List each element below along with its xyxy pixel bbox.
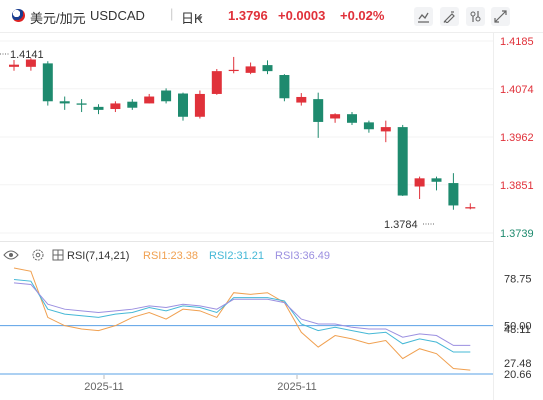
- rsi-line-rsi1: [13, 267, 471, 371]
- settings-icon[interactable]: [32, 249, 44, 261]
- rsi-tick-label: 50.00: [504, 321, 532, 333]
- usd-cad-flag-icon: [12, 9, 25, 22]
- candle-body: [144, 96, 155, 104]
- rsi-tick-label: 27.48: [504, 358, 532, 370]
- fullscreen-icon[interactable]: [491, 7, 510, 26]
- rsi-tick-label: 78.75: [504, 273, 532, 285]
- main-gridlines: [0, 40, 493, 234]
- candle-body: [448, 183, 459, 206]
- chart-header: 美元/加元 USDCAD | 日K ▼ 1.3796 +0.0003 +0.02…: [0, 0, 543, 33]
- candle-body: [194, 93, 205, 117]
- price-change: +0.0003: [278, 8, 326, 23]
- candle-body: [228, 69, 239, 72]
- date-tick-label: 2025-11: [84, 381, 124, 393]
- rsi-lines: [13, 267, 471, 371]
- rsi-line-rsi3: [13, 282, 471, 346]
- price-chart[interactable]: 1.4185 1.4074 1.3962 1.3851 1.3739 1.4141 1.…: [0, 32, 543, 400]
- indicator-menu-icon[interactable]: [52, 249, 64, 261]
- draw-icon[interactable]: [440, 7, 459, 26]
- candle-body: [127, 101, 138, 108]
- lowest-price-label: 1.3784: [384, 219, 418, 231]
- candle-body: [330, 114, 341, 119]
- candlesticks: [9, 56, 476, 210]
- indicator-icon[interactable]: [466, 7, 485, 26]
- candle-body: [431, 178, 442, 182]
- candle-body: [110, 103, 121, 110]
- price-axis: 1.4185 1.4074 1.3962 1.3851 1.3739: [500, 36, 534, 240]
- candle-body: [25, 59, 36, 67]
- candle-body: [414, 178, 425, 187]
- rsi3-legend: RSI3:36.49: [275, 250, 330, 262]
- chart-line-icon[interactable]: [414, 7, 433, 26]
- candle-body: [211, 71, 222, 94]
- price-tick-label: 1.3851: [500, 180, 534, 192]
- rsi-line-rsi2: [13, 279, 471, 353]
- rsi2-legend: RSI2:31.21: [209, 250, 264, 262]
- rsi-indicator-name: RSI(7,14,21): [67, 250, 129, 262]
- candle-body: [313, 99, 324, 122]
- last-price: 1.3796: [228, 8, 268, 23]
- highest-price-label: 1.4141: [10, 49, 44, 61]
- price-change-percent: +0.02%: [340, 8, 385, 23]
- rsi-gridlines: [0, 325, 493, 375]
- candle-body: [279, 75, 290, 99]
- candle-body: [465, 207, 476, 209]
- candle-body: [59, 101, 70, 104]
- candle-body: [42, 63, 53, 102]
- period-selector[interactable]: 日K: [181, 11, 203, 26]
- symbol-code: USDCAD: [90, 8, 145, 23]
- candle-body: [296, 96, 307, 103]
- rsi-tick-label: 48.11: [504, 324, 531, 336]
- candle-body: [178, 93, 188, 117]
- symbol-name[interactable]: 美元/加元: [30, 11, 86, 26]
- chevron-down-icon[interactable]: ▼: [196, 14, 204, 23]
- candle-body: [9, 64, 19, 67]
- candle-body: [76, 103, 87, 105]
- candle-body: [161, 90, 172, 102]
- candle-body: [93, 106, 104, 110]
- rsi-legend: RSI(7,14,21) RSI1:23.38 RSI2:31.21 RSI3:…: [3, 249, 330, 262]
- candle-body: [245, 66, 256, 73]
- candle-body: [363, 122, 374, 130]
- candle-body: [347, 114, 357, 123]
- price-tick-label: 1.4185: [500, 36, 534, 48]
- price-tick-label: 1.3739: [500, 228, 534, 240]
- candle-body: [397, 127, 408, 196]
- rsi1-legend: RSI1:23.38: [143, 250, 198, 262]
- candle-body: [262, 65, 273, 72]
- date-tick-label: 2025-11: [277, 381, 317, 393]
- date-axis: 2025-11 2025-11: [84, 375, 317, 393]
- rsi-tick-label: 20.66: [504, 369, 532, 381]
- eye-icon[interactable]: [3, 250, 19, 260]
- candle-body: [380, 127, 391, 132]
- divider: |: [170, 6, 174, 21]
- price-tick-label: 1.3962: [500, 132, 534, 144]
- price-tick-label: 1.4074: [500, 84, 534, 96]
